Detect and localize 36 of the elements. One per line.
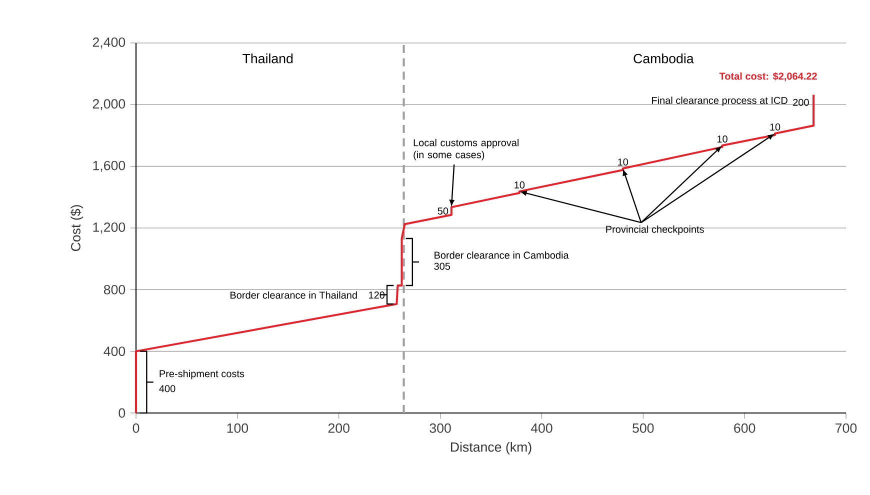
annotation: 10 (618, 158, 628, 166)
x-tick-label: 200 (328, 423, 350, 433)
annotation: Local customs approval (in some cases) (414, 138, 519, 160)
x-axis-title: Distance (km) (450, 442, 532, 454)
x-tick-label: 600 (734, 423, 756, 433)
x-tick-label: 100 (227, 423, 248, 433)
annotation: Provincial checkpoints (606, 226, 704, 235)
x-tick-label: 700 (836, 423, 857, 433)
y-tick-label: 2,000 (92, 99, 126, 110)
x-tick-label: 0 (132, 423, 140, 433)
annotation: Cambodia (634, 54, 694, 64)
annotation: Final clearance process at ICD (652, 96, 788, 106)
y-tick-label: 1,200 (93, 222, 126, 234)
annotation: 10 (717, 135, 728, 143)
x-tick-label: 400 (530, 423, 552, 433)
y-tick-label: 0 (118, 408, 126, 418)
annotation: Pre-shipment costs (160, 370, 244, 380)
annotation: 400 (159, 385, 176, 392)
y-tick-label: 2,400 (92, 37, 126, 49)
annotation: Border clearance in Thailand (230, 291, 357, 299)
annotation: 200 (793, 98, 809, 106)
annotation: Border clearance in Cambodia (434, 251, 569, 259)
line-series (135, 94, 815, 414)
y-tick-label: 800 (104, 284, 126, 294)
x-tick-label: 500 (632, 423, 654, 433)
annotation: 120 (369, 292, 385, 299)
annotation: 10 (770, 123, 780, 131)
y-axis-title: Cost ($) (70, 205, 84, 252)
annotation: 50 (438, 207, 448, 215)
x-tick-label: 300 (430, 423, 451, 433)
y-tick-label: 1,600 (93, 160, 126, 172)
annotation: Thailand (242, 54, 293, 64)
y-tick-label: 400 (104, 346, 126, 356)
annotation: 305 (434, 262, 450, 270)
annotation: 10 (514, 181, 525, 189)
annotation: Total cost: $2,064.22 (719, 72, 817, 82)
